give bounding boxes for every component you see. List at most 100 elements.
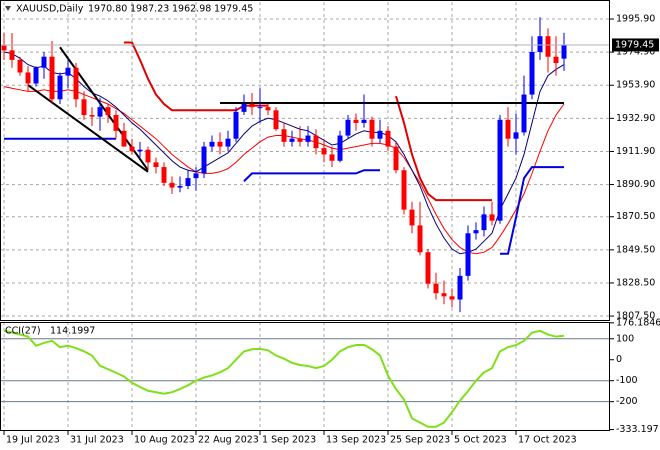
candle-body bbox=[473, 230, 479, 234]
header-close: 1979.45 bbox=[214, 4, 253, 15]
candle-body bbox=[441, 293, 447, 297]
candle-body bbox=[281, 129, 287, 142]
candle-body bbox=[385, 130, 391, 147]
candle-body bbox=[201, 146, 207, 174]
candle-body bbox=[265, 107, 271, 111]
moving-average bbox=[243, 169, 380, 182]
candle-body bbox=[73, 67, 79, 100]
candle-body bbox=[9, 50, 15, 60]
cci-y-tick-label: -100 bbox=[616, 375, 638, 386]
candle-body bbox=[217, 141, 223, 147]
candle-body bbox=[169, 182, 175, 188]
x-tick-label: 5 Oct 2023 bbox=[454, 435, 507, 446]
cci-y-tick-label: 0 bbox=[616, 354, 622, 365]
cci-y-tick-label: -200 bbox=[616, 396, 638, 407]
candle-body bbox=[449, 296, 455, 300]
y-tick-label: 1953.90 bbox=[616, 80, 655, 91]
candle-body bbox=[337, 135, 343, 161]
candle-body bbox=[417, 225, 423, 253]
x-tick-label: 19 Jul 2023 bbox=[6, 435, 60, 446]
candle-body bbox=[145, 149, 151, 163]
x-tick-label: 10 Aug 2023 bbox=[134, 435, 195, 446]
candle-body bbox=[209, 141, 215, 147]
chart-title: XAUUSD,Daily bbox=[16, 4, 84, 15]
candle-body bbox=[361, 119, 367, 123]
cci-y-tick-label: -333.197 bbox=[616, 424, 659, 435]
candle-body bbox=[505, 119, 511, 139]
candle-body bbox=[289, 138, 295, 142]
candle-body bbox=[425, 252, 431, 284]
candle-body bbox=[409, 209, 415, 226]
y-tick-label: 1911.90 bbox=[616, 146, 655, 157]
x-tick-label: 1 Sep 2023 bbox=[262, 435, 316, 446]
symbol-icon bbox=[5, 6, 11, 11]
moving-average bbox=[395, 95, 492, 202]
moving-average bbox=[3, 51, 565, 255]
plot-layer bbox=[0, 2, 614, 435]
candle-body bbox=[249, 104, 255, 108]
candle-body bbox=[225, 138, 231, 147]
cci-title: CCI(27) bbox=[5, 326, 41, 337]
candle-body bbox=[81, 99, 87, 116]
candle-body bbox=[129, 146, 135, 152]
candle-body bbox=[377, 130, 383, 139]
candle-body bbox=[369, 119, 375, 139]
candle-body bbox=[313, 135, 319, 149]
candle-body bbox=[345, 119, 351, 136]
last-price-label: 1979.45 bbox=[615, 39, 654, 50]
cci-y-tick-label: 176.1846 bbox=[616, 317, 660, 328]
y-tick-label: 1828.50 bbox=[616, 277, 655, 288]
candle-body bbox=[457, 275, 463, 300]
candle-body bbox=[305, 135, 311, 142]
candle-body bbox=[273, 110, 279, 130]
candle-body bbox=[153, 162, 159, 168]
candle-body bbox=[113, 115, 119, 131]
trendline bbox=[27, 84, 149, 173]
header-open: 1970.80 bbox=[88, 4, 127, 15]
x-tick-label: 22 Aug 2023 bbox=[198, 435, 259, 446]
candle-body bbox=[537, 36, 543, 52]
candle-body bbox=[401, 170, 407, 210]
candle-body bbox=[57, 75, 63, 100]
candle-body bbox=[25, 72, 31, 84]
candle-body bbox=[241, 104, 247, 112]
candle-body bbox=[49, 56, 55, 100]
candle-body bbox=[105, 107, 111, 116]
candle-body bbox=[329, 154, 335, 161]
candle-body bbox=[321, 148, 327, 155]
y-tick-label: 1995.90 bbox=[616, 14, 655, 25]
last-price-box bbox=[612, 38, 659, 52]
header-high: 1987.23 bbox=[130, 4, 169, 15]
x-tick-label: 13 Sep 2023 bbox=[326, 435, 386, 446]
y-tick-label: 1890.90 bbox=[616, 179, 655, 190]
candle-body bbox=[353, 119, 359, 123]
candle-body bbox=[257, 107, 263, 109]
candle-body bbox=[433, 283, 439, 294]
candle-body bbox=[521, 94, 527, 133]
candle-body bbox=[41, 56, 47, 68]
candle-body bbox=[185, 178, 191, 186]
candle-body bbox=[497, 119, 503, 221]
header-low: 1962.98 bbox=[172, 4, 211, 15]
cci-y-tick-label: 100 bbox=[616, 333, 634, 344]
candle-body bbox=[393, 146, 399, 171]
candle-body bbox=[513, 132, 519, 139]
candle-body bbox=[545, 36, 551, 57]
x-tick-label: 25 Sep 2023 bbox=[390, 435, 450, 446]
price-panel-frame bbox=[0, 0, 610, 321]
cci-line bbox=[3, 329, 565, 428]
y-tick-label: 1849.50 bbox=[616, 244, 655, 255]
cci-value: 114.1997 bbox=[50, 326, 95, 337]
cci-panel-frame bbox=[0, 322, 610, 431]
x-tick-label: 31 Jul 2023 bbox=[70, 435, 124, 446]
candle-body bbox=[233, 111, 239, 139]
y-tick-label: 1932.90 bbox=[616, 113, 655, 124]
candle-body bbox=[489, 214, 495, 221]
candle-body bbox=[177, 185, 183, 188]
candle-body bbox=[121, 130, 127, 147]
candle-body bbox=[161, 167, 167, 183]
candle-body bbox=[465, 233, 471, 276]
candle-body bbox=[137, 149, 143, 152]
